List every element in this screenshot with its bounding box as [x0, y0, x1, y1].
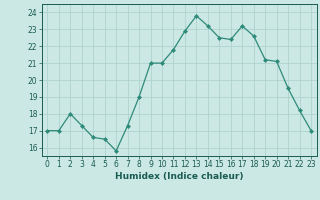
- X-axis label: Humidex (Indice chaleur): Humidex (Indice chaleur): [115, 172, 244, 181]
